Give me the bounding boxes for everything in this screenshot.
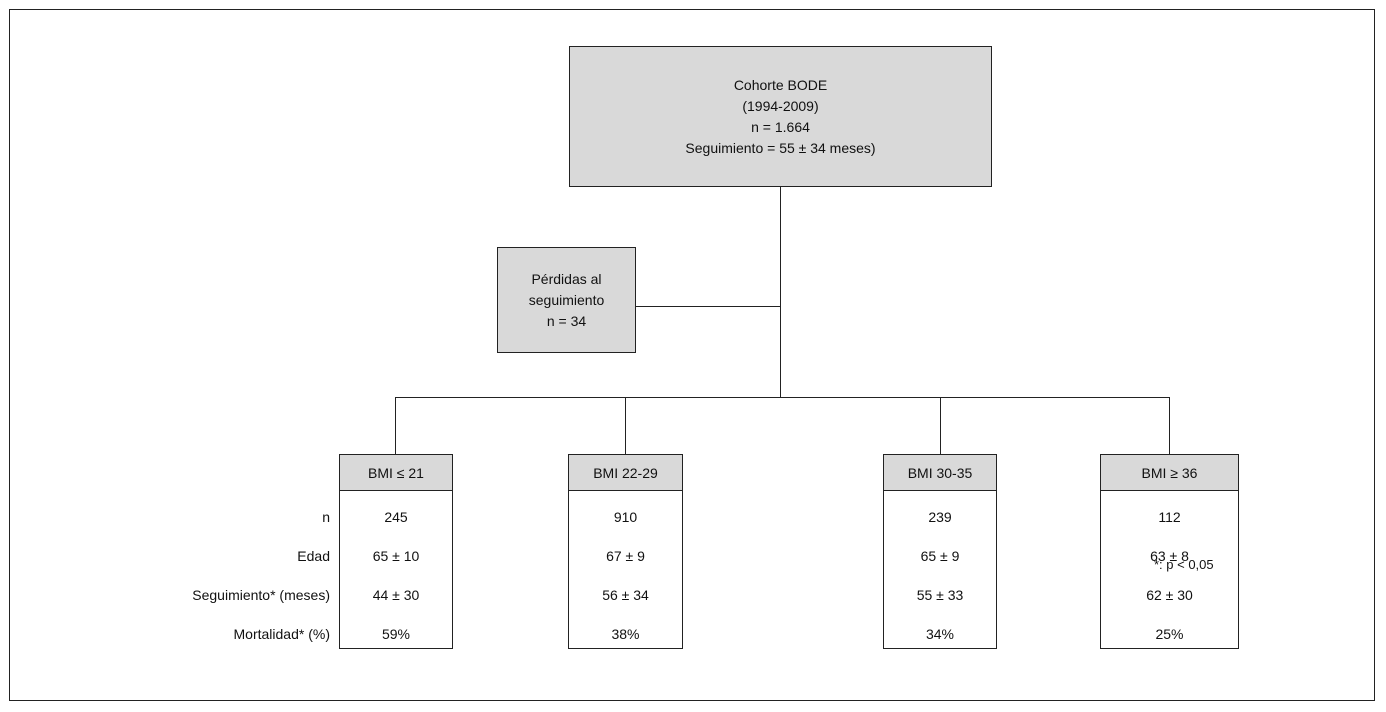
group-column-4: BMI ≥ 36 112 63 ± 8 62 ± 30 25% xyxy=(1100,454,1239,649)
loss-n: n = 34 xyxy=(546,312,587,329)
group-mortalidad: 38% xyxy=(611,626,640,642)
cohort-n: n = 1.664 xyxy=(751,118,810,135)
connector-loss xyxy=(636,306,781,307)
group-n: 245 xyxy=(384,509,408,525)
group-n: 910 xyxy=(613,509,638,525)
connector-horizontal-groups xyxy=(395,397,1170,398)
group-mortalidad: 34% xyxy=(925,626,955,642)
group-seguimiento: 56 ± 34 xyxy=(602,587,649,603)
group-column-1: BMI ≤ 21 245 65 ± 10 44 ± 30 59% xyxy=(339,454,453,649)
diagram-frame xyxy=(9,9,1375,701)
significance-footnote: *: p < 0,05 xyxy=(1154,557,1214,572)
row-label-edad: Edad xyxy=(297,548,330,564)
cohort-years: (1994-2009) xyxy=(742,97,819,114)
cohort-box: Cohorte BODE (1994-2009) n = 1.664 Segui… xyxy=(569,46,992,187)
group-header: BMI ≤ 21 xyxy=(340,455,452,491)
group-seguimiento: 44 ± 30 xyxy=(372,587,420,603)
connector-group-2 xyxy=(625,397,626,454)
group-column-3: BMI 30-35 239 65 ± 9 55 ± 33 34% xyxy=(883,454,997,649)
group-n: 112 xyxy=(1158,509,1181,525)
cohort-title: Cohorte BODE xyxy=(733,76,828,93)
connector-group-3 xyxy=(940,397,941,454)
connector-group-4 xyxy=(1169,397,1170,454)
loss-label-1: Pérdidas al xyxy=(531,270,602,287)
group-header: BMI 22-29 xyxy=(569,455,682,491)
group-n: 239 xyxy=(928,509,952,525)
loss-box: Pérdidas al seguimiento n = 34 xyxy=(497,247,636,353)
connector-vertical-main xyxy=(780,187,781,398)
group-seguimiento: 55 ± 33 xyxy=(916,587,964,603)
group-header: BMI ≥ 36 xyxy=(1101,455,1238,491)
connector-group-1 xyxy=(395,397,396,454)
row-label-mortalidad: Mortalidad* (%) xyxy=(233,626,330,642)
row-label-seguimiento: Seguimiento* (meses) xyxy=(192,587,330,603)
group-edad: 63 ± 8 xyxy=(1150,548,1189,564)
loss-label-2: seguimiento xyxy=(528,291,605,308)
group-column-2: BMI 22-29 910 67 ± 9 56 ± 34 38% xyxy=(568,454,683,649)
group-edad: 65 ± 9 xyxy=(920,548,960,564)
group-header: BMI 30-35 xyxy=(884,455,996,491)
group-edad: 65 ± 10 xyxy=(372,548,420,564)
group-seguimiento: 62 ± 30 xyxy=(1146,587,1193,603)
row-label-n: n xyxy=(322,509,330,525)
cohort-followup: Seguimiento = 55 ± 34 meses) xyxy=(685,139,876,156)
group-mortalidad: 59% xyxy=(381,626,411,642)
group-mortalidad: 25% xyxy=(1155,626,1184,642)
group-edad: 67 ± 9 xyxy=(606,548,645,564)
